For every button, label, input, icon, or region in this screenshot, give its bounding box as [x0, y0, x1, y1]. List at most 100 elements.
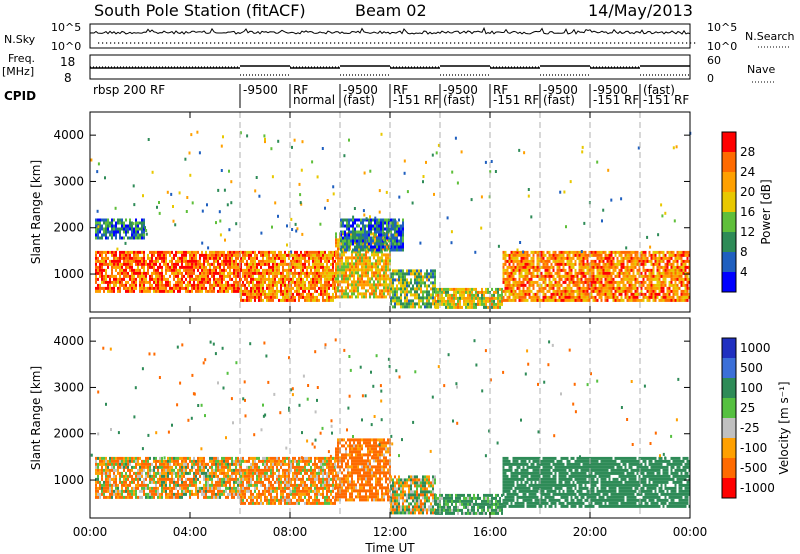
heatmap-cell: [227, 274, 229, 278]
heatmap-cell: [554, 289, 557, 293]
heatmap-cell: [250, 250, 252, 254]
heatmap-cell: [274, 283, 276, 287]
heatmap-cell: [678, 295, 681, 299]
heatmap-cell: [137, 262, 139, 266]
heatmap-cell: [668, 289, 671, 293]
heatmap-cell: [308, 259, 310, 263]
heatmap-cell: [155, 480, 157, 484]
heatmap-cell: [520, 256, 523, 260]
heatmap-cell: [363, 265, 365, 269]
heatmap-cell: [351, 271, 353, 275]
heatmap-scatter-cell: [348, 138, 350, 142]
heatmap-cell: [345, 262, 347, 266]
heatmap-scatter-cell: [431, 153, 434, 157]
heatmap-cell: [345, 289, 347, 293]
heatmap-cell: [328, 271, 330, 275]
heatmap-cell: [272, 274, 274, 278]
heatmap-cell: [322, 289, 324, 293]
heatmap-cell: [258, 298, 260, 302]
heatmap-cell: [95, 468, 97, 472]
heatmap-cell: [357, 277, 359, 281]
heatmap-cell: [187, 262, 189, 266]
heatmap-cell: [616, 256, 619, 260]
heatmap-cell: [388, 224, 390, 228]
heatmap-cell: [337, 256, 339, 260]
heatmap-cell: [252, 286, 254, 290]
heatmap-cell: [262, 277, 264, 281]
heatmap-cell: [258, 271, 260, 275]
heatmap-cell: [123, 268, 125, 272]
heatmap-cell: [351, 262, 353, 266]
heatmap-cell: [97, 456, 99, 460]
heatmap-cell: [524, 259, 527, 263]
heatmap-cell: [201, 286, 203, 290]
heatmap-cell: [471, 299, 473, 303]
heatmap-cell: [365, 289, 367, 293]
heatmap-cell: [260, 262, 262, 266]
heatmap-cell: [652, 271, 655, 275]
heatmap-cell: [501, 299, 503, 303]
heatmap-cell: [123, 465, 125, 469]
heatmap-cell: [348, 218, 350, 222]
heatmap-cell: [155, 483, 157, 487]
heatmap-cell: [213, 256, 215, 260]
heatmap-cell: [131, 224, 133, 228]
heatmap-cell: [428, 305, 430, 309]
heatmap-cell: [634, 280, 637, 284]
heatmap-cell: [566, 262, 569, 266]
heatmap-cell: [302, 253, 304, 257]
heatmap-scatter-cell: [218, 210, 221, 214]
heatmap-cell: [316, 283, 318, 287]
nsearch-tick-bottom: 10^0: [707, 40, 737, 53]
heatmap-cell: [155, 489, 157, 493]
heatmap-cell: [223, 268, 225, 272]
heatmap-cell: [493, 305, 495, 309]
heatmap-cell: [314, 265, 316, 269]
heatmap-cell: [375, 274, 377, 278]
heatmap-cell: [610, 283, 613, 287]
heatmap-cell: [312, 298, 314, 302]
heatmap-cell: [161, 468, 163, 472]
heatmap-cell: [578, 295, 581, 299]
heatmap-cell: [345, 292, 347, 296]
heatmap-cell: [516, 268, 519, 272]
heatmap-cell: [119, 480, 121, 484]
heatmap-cell: [177, 262, 179, 266]
heatmap-cell: [274, 295, 276, 299]
heatmap-cell: [390, 281, 392, 285]
heatmap-cell: [674, 286, 677, 290]
heatmap-cell: [558, 298, 561, 302]
heatmap-cell: [312, 259, 314, 263]
heatmap-cell: [288, 250, 290, 254]
heatmap-cell: [380, 230, 382, 234]
heatmap-cell: [137, 456, 139, 460]
heatmap-cell: [153, 456, 155, 460]
heatmap-cell: [272, 271, 274, 275]
heatmap-cell: [528, 253, 531, 257]
heatmap-cell: [167, 283, 169, 287]
heatmap-cell: [278, 271, 280, 275]
heatmap-cell: [139, 465, 141, 469]
heatmap-cell: [115, 274, 117, 278]
heatmap-cell: [113, 489, 115, 493]
heatmap-cell: [377, 283, 379, 287]
heatmap-cell: [203, 262, 205, 266]
heatmap-cell: [131, 221, 133, 225]
heatmap-cell: [369, 295, 371, 299]
heatmap-cell: [135, 256, 137, 260]
heatmap-cell: [286, 277, 288, 281]
heatmap-scatter-cell: [569, 180, 572, 184]
heatmap-scatter-cell: [422, 180, 424, 184]
heatmap-scatter-cell: [637, 146, 640, 150]
heatmap-cell: [608, 256, 611, 260]
heatmap-cell: [219, 265, 221, 269]
heatmap-cell: [385, 259, 387, 263]
heatmap-cell: [656, 292, 659, 296]
heatmap-cell: [402, 236, 404, 240]
heatmap-cell: [556, 298, 559, 302]
heatmap-cell: [326, 295, 328, 299]
heatmap-cell: [320, 289, 322, 293]
heatmap-cell: [191, 277, 193, 281]
heatmap-cell: [343, 265, 345, 269]
